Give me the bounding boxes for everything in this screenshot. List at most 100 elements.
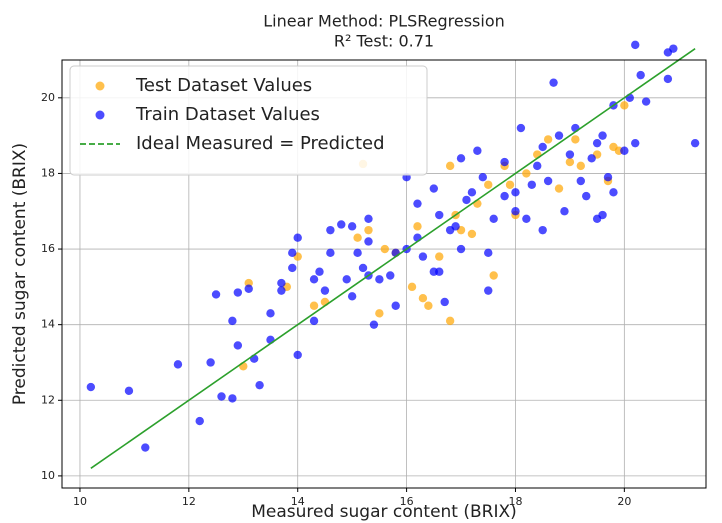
legend-label: Train Dataset Values	[135, 104, 320, 125]
point	[315, 267, 324, 276]
point	[429, 184, 439, 193]
point	[353, 248, 362, 258]
point	[620, 101, 629, 110]
x-tick-label: 10	[73, 495, 87, 508]
point	[636, 70, 645, 80]
point	[288, 248, 297, 258]
point	[380, 244, 390, 254]
point	[288, 263, 297, 273]
point	[206, 358, 215, 367]
point	[549, 78, 558, 87]
point	[173, 360, 183, 369]
point	[489, 214, 498, 223]
point	[369, 320, 379, 329]
point	[484, 248, 493, 258]
point	[386, 271, 395, 280]
point	[375, 275, 384, 284]
point	[631, 138, 640, 148]
point	[565, 150, 575, 159]
y-tick-label: 16	[41, 242, 55, 255]
point	[663, 74, 673, 84]
point	[571, 135, 580, 144]
point	[620, 146, 629, 155]
point	[320, 286, 330, 295]
point	[233, 341, 243, 350]
point	[511, 188, 520, 197]
y-tick-label: 12	[41, 393, 55, 406]
point	[473, 146, 482, 155]
point	[456, 154, 466, 163]
point	[326, 225, 335, 235]
point	[293, 350, 302, 360]
point	[500, 157, 509, 167]
point	[565, 157, 575, 167]
point	[484, 180, 493, 189]
legend-marker	[95, 81, 105, 91]
point	[435, 252, 444, 261]
point	[364, 214, 373, 223]
point	[391, 301, 400, 310]
chart-title: Linear Method: PLSRegression	[263, 12, 505, 31]
point	[533, 161, 542, 171]
point	[293, 233, 302, 242]
chart-subtitle: R² Test: 0.71	[334, 32, 434, 51]
point	[690, 138, 700, 148]
point	[543, 135, 553, 144]
point	[560, 207, 569, 216]
point	[631, 40, 640, 50]
point	[358, 263, 368, 273]
point	[353, 233, 362, 242]
point	[347, 292, 357, 301]
point	[217, 392, 226, 401]
point	[407, 282, 417, 292]
point	[244, 284, 253, 293]
x-axis-label: Measured sugar content (BRIX)	[251, 502, 517, 522]
point	[538, 225, 547, 235]
point	[255, 380, 264, 390]
point	[669, 44, 678, 53]
point	[364, 225, 373, 235]
point	[522, 214, 531, 223]
point	[277, 278, 286, 288]
point	[424, 301, 433, 310]
point	[527, 180, 536, 189]
point	[641, 97, 651, 106]
point	[326, 248, 335, 258]
point	[233, 288, 243, 297]
point	[576, 176, 585, 186]
point	[576, 161, 585, 171]
point	[505, 180, 515, 189]
ideal-line	[90, 48, 696, 469]
point	[141, 443, 150, 452]
x-tick-label: 14	[291, 495, 305, 508]
point	[500, 191, 509, 201]
x-tick-label: 18	[508, 495, 522, 508]
point	[603, 173, 613, 182]
point	[598, 131, 607, 140]
point	[228, 394, 237, 403]
point	[456, 244, 466, 254]
point	[609, 188, 618, 197]
point	[228, 316, 237, 326]
y-tick-label: 20	[41, 91, 55, 104]
point	[516, 123, 526, 133]
point	[543, 176, 553, 186]
point	[440, 297, 449, 307]
y-axis-label: Predicted sugar content (BRIX)	[10, 143, 30, 405]
x-tick-label: 16	[400, 495, 414, 508]
point	[592, 138, 602, 148]
point	[538, 142, 547, 152]
point	[375, 309, 384, 318]
point	[309, 316, 319, 326]
point	[435, 210, 444, 220]
point	[445, 161, 455, 171]
point	[195, 416, 204, 426]
point	[554, 184, 564, 193]
y-tick-label: 18	[41, 166, 55, 179]
point	[582, 191, 591, 201]
legend-label: Ideal Measured = Predicted	[136, 133, 385, 154]
point	[124, 386, 134, 396]
point	[467, 188, 477, 197]
point	[413, 199, 422, 208]
